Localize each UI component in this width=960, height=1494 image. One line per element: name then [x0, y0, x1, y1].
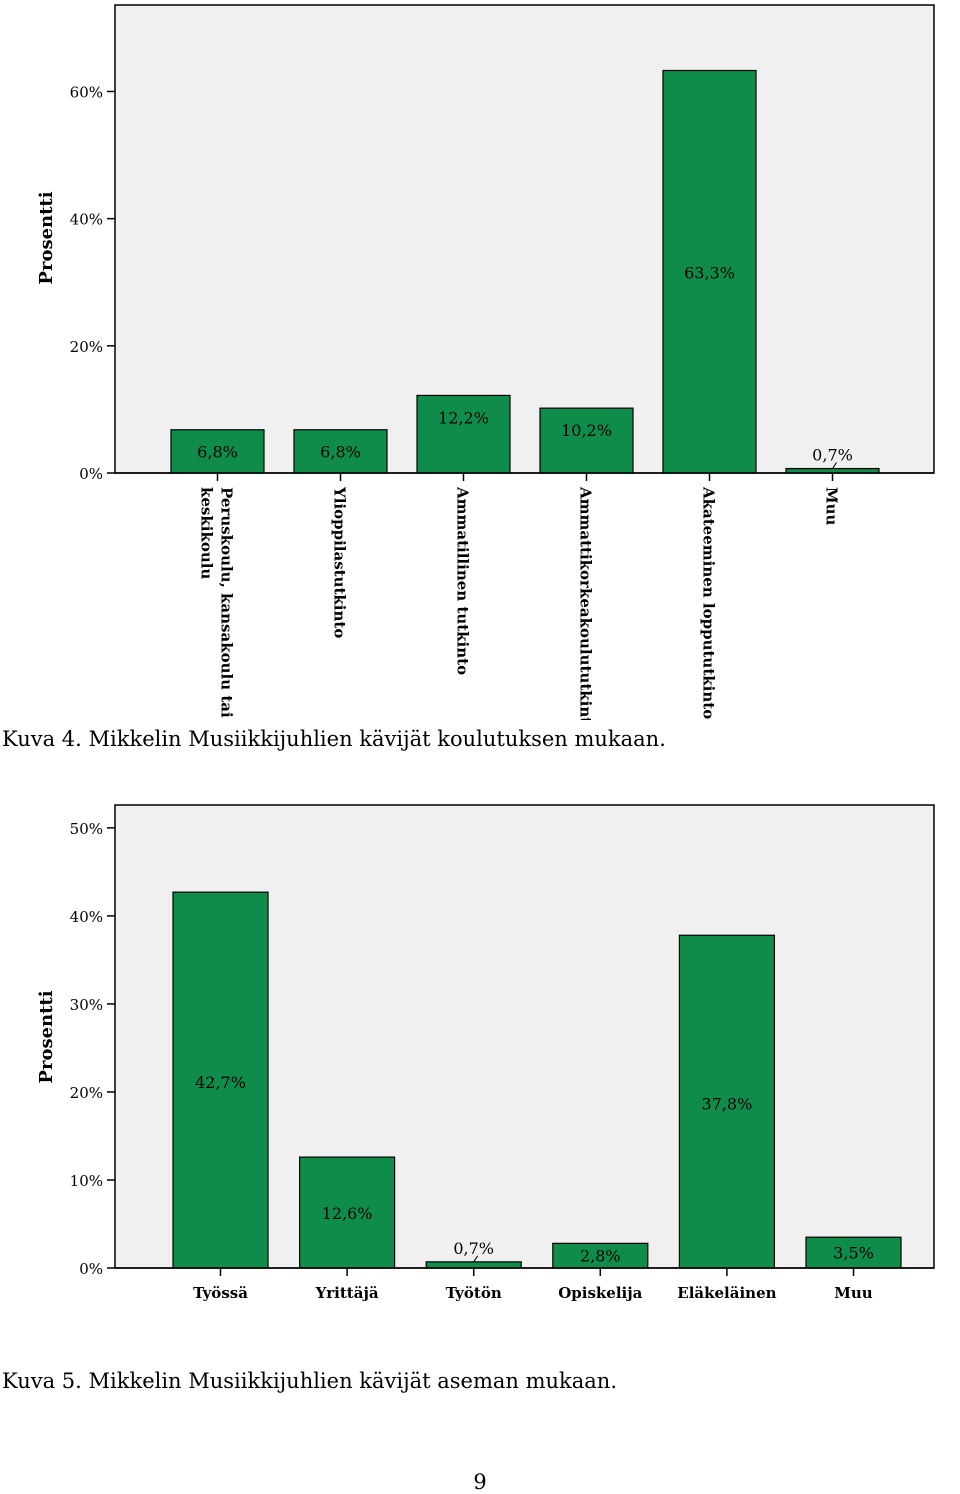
- page-number: 9: [473, 1470, 487, 1494]
- x-category-label: Opiskelija: [558, 1284, 642, 1302]
- education-bar-chart: 0% 20% 40% 60% Prosentti 6,8% Peruskoulu, kans…: [36, 4, 935, 720]
- x-category-label: Muu: [823, 487, 841, 526]
- bar: [170, 429, 265, 474]
- y-tick-label: 0%: [79, 1260, 103, 1278]
- data-label: 12,6%: [322, 1204, 373, 1223]
- bar: [425, 1261, 522, 1269]
- x-category-label: Työtön: [446, 1284, 502, 1302]
- data-label: 37,8%: [701, 1094, 752, 1113]
- data-label-leader: [832, 462, 837, 469]
- bar: [299, 1156, 396, 1269]
- x-category-label: Peruskoulu, kansakoulu tai: [218, 487, 236, 718]
- data-label: 6,8%: [320, 442, 361, 461]
- data-label-leader: [473, 1255, 479, 1263]
- bar: [678, 934, 776, 1269]
- y-tick-label: 50%: [70, 820, 103, 838]
- data-label: 0,7%: [812, 446, 853, 465]
- bar: [662, 69, 757, 474]
- y-tick-label: 40%: [70, 211, 103, 229]
- x-category-label: Akateeminen loppututkinto: [700, 486, 718, 719]
- data-label: 3,5%: [833, 1244, 874, 1263]
- y-axis-label: Prosentti: [36, 191, 57, 284]
- y-tick-label: 40%: [70, 908, 103, 926]
- data-label: 63,3%: [684, 263, 735, 282]
- data-label: 12,2%: [438, 408, 489, 427]
- data-label: 42,7%: [195, 1073, 246, 1092]
- y-tick-label: 60%: [70, 83, 103, 101]
- y-tick-label: 20%: [70, 1084, 103, 1102]
- x-category-label: Eläkeläinen: [677, 1284, 776, 1302]
- y-axis-label: Prosentti: [36, 990, 57, 1083]
- x-category-label: Työssä: [193, 1284, 248, 1302]
- bar: [805, 1236, 902, 1269]
- bar: [539, 407, 634, 474]
- bar: [552, 1242, 649, 1269]
- data-label: 10,2%: [561, 421, 612, 440]
- x-category-label: Ammattikorkeakoulututkinto: [577, 486, 595, 720]
- data-label: 2,8%: [580, 1247, 621, 1266]
- x-category-label: Ammatillinen tutkinto: [454, 486, 472, 675]
- x-category-label: Muu: [834, 1284, 873, 1302]
- employment-status-bar-chart: 0% 10% 20% 30% 40% 50% Prosentti 42,7% Työssä 12,…: [36, 804, 935, 1302]
- y-tick-label: 20%: [70, 338, 103, 356]
- bar: [172, 891, 269, 1269]
- x-category-label: Ylioppilastutkinto: [331, 486, 349, 638]
- figure-5-caption: Kuva 5. Mikkelin Musiikkijuhlien kävijät…: [2, 1369, 618, 1393]
- x-category-label: Yrittäjä: [315, 1284, 379, 1302]
- y-tick-label: 30%: [70, 996, 103, 1014]
- plot-area: [114, 4, 935, 474]
- figure-4-caption: Kuva 4. Mikkelin Musiikkijuhlien kävijät…: [2, 727, 666, 751]
- data-label: 6,8%: [197, 442, 238, 461]
- y-tick-label: 0%: [79, 465, 103, 483]
- bar: [416, 394, 511, 474]
- x-category-label: keskikoulu: [198, 487, 216, 579]
- y-tick-label: 10%: [70, 1172, 103, 1190]
- data-label: 0,7%: [453, 1239, 494, 1258]
